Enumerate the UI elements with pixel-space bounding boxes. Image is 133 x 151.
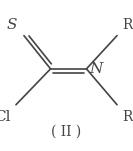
Text: R₂: R₂ bbox=[122, 110, 133, 124]
Text: N: N bbox=[89, 62, 103, 76]
Text: S: S bbox=[7, 18, 17, 32]
Text: R₂: R₂ bbox=[122, 18, 133, 32]
Text: Cl: Cl bbox=[0, 110, 11, 124]
Text: ( II ): ( II ) bbox=[51, 124, 82, 138]
